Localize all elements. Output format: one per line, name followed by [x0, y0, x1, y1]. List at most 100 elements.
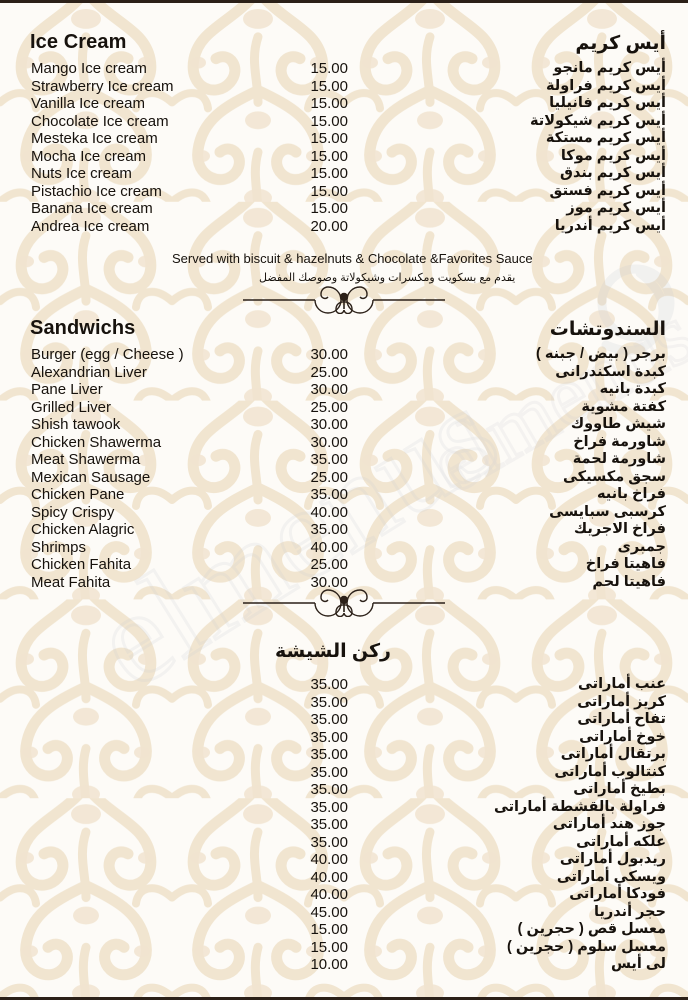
sandwich-item-name-ar-row: فراخ الاجريك — [573, 521, 666, 537]
ice-cream-note-ar: يقدم مع بسكويت ومكسرات وشيكولاتة وصوصك ا… — [259, 272, 516, 284]
shisha-item-name-ar-row: عنب أماراتى — [577, 676, 666, 692]
shisha-item-price-row: 35.00 — [310, 763, 348, 781]
sandwich-item-price-row: 30.00 — [310, 381, 348, 398]
sandwich-item-name-ar-row: كرسبى سبايسى — [549, 503, 666, 520]
section-title-sandwichs-en: Sandwichs — [30, 317, 136, 339]
sandwich-item-name-row: Pane Liver — [31, 381, 103, 398]
ice-cream-item-price-row: 15.00 — [310, 130, 348, 147]
ice-cream-item-name-row: Mocha Ice cream — [31, 147, 147, 165]
ice-cream-item-name-row: Chocolate Ice cream — [31, 112, 169, 130]
ice-cream-item-price-row: 15.00 — [310, 95, 348, 112]
shisha-item-price-row: 15.00 — [310, 938, 348, 956]
sandwich-item-price-row: 30.00 — [310, 573, 348, 591]
sandwich-item-name-row: Shrimps — [31, 538, 87, 556]
shisha-item-name-ar-row: خوخ أماراتى — [579, 728, 666, 745]
ice-cream-item-price-row: 20.00 — [310, 217, 348, 235]
sandwich-item-name-ar-row: فراخ بانيه — [596, 486, 666, 502]
ice-cream-item-name-ar-row: أيس كريم مانجو — [553, 60, 666, 76]
shisha-item-name-ar-row: كنتالوب أماراتى — [554, 763, 666, 780]
ice-cream-note-en: Served with biscuit & hazelnuts & Chocol… — [172, 251, 533, 266]
sandwich-item-price-row: 25.00 — [310, 363, 348, 381]
shisha-item-name-ar-row: جوز هند أماراتى — [552, 816, 666, 832]
ice-cream-item-price-row: 15.00 — [310, 77, 348, 95]
ice-cream-item-name-ar-row: أيس كريم بندق — [560, 165, 666, 181]
shisha-item-price-row: 40.00 — [310, 851, 348, 868]
sandwich-item-name-ar-row: شاورمة فراخ — [573, 433, 666, 450]
sandwich-item-name-ar-row: كبدة بانيه — [599, 381, 666, 397]
ice-cream-item-name-ar-row: أيس كريم موكا — [560, 147, 666, 164]
sandwich-item-name-row: Chicken Alagric — [31, 521, 135, 538]
ice-cream-item-price-row: 15.00 — [310, 147, 348, 165]
ice-cream-item-name-row: Nuts Ice cream — [31, 165, 132, 182]
shisha-item-price-row: 35.00 — [310, 711, 348, 728]
shisha-item-name-ar-row: فراولة بالقشطة أماراتى — [493, 798, 666, 815]
ice-cream-item-name-row: Mango Ice cream — [31, 60, 147, 77]
ice-cream-item-name-row: Pistachio Ice cream — [31, 182, 162, 200]
shisha-item-name-ar-row: فودكا أماراتى — [569, 886, 666, 902]
shisha-prices-column: 35.00 35.00 35.00 35.00 35.00 35.00 35.00 35.00… — [200, 676, 348, 974]
sandwich-item-name-row: Spicy Crispy — [31, 503, 115, 521]
ice-cream-item-name-ar-row: أيس كريم أندريا — [554, 217, 666, 234]
sandwich-item-price-row: 25.00 — [310, 398, 348, 416]
section-title-sandwichs-ar: السندوتشات — [549, 319, 666, 340]
shisha-item-name-ar-row: بطيخ أماراتى — [573, 781, 666, 797]
ice-cream-item-price-row: 15.00 — [310, 182, 348, 200]
shisha-item-price-row: 45.00 — [310, 903, 348, 921]
sandwich-item-name-ar-row: سجق مكسيكى — [563, 468, 666, 485]
shisha-item-price-row: 35.00 — [310, 676, 348, 693]
shisha-item-name-ar-row: معسل قص ( حجرين ) — [517, 921, 666, 937]
ice-cream-prices-column: 15.00 15.00 15.00 15.00 15.00 15.00 15.00 15.00… — [200, 60, 348, 235]
shisha-item-price-row: 40.00 — [310, 868, 348, 886]
shisha-item-name-ar-row: تفاح أماراتى — [577, 711, 666, 727]
ice-cream-item-price-row: 15.00 — [310, 165, 348, 182]
ice-cream-item-name-ar-row: أيس كريم فانيليا — [549, 95, 666, 111]
section-title-shisha-ar: ركن الشيشة — [275, 641, 391, 662]
shisha-item-price-row: 35.00 — [310, 746, 348, 763]
shisha-item-price-row: 35.00 — [310, 798, 348, 816]
sandwich-item-name-ar-row: شاورمة لحمة — [572, 451, 666, 467]
shisha-item-name-ar-row: لى أيس — [610, 956, 666, 972]
sandwich-item-name-ar-row: كبدة اسكندرانى — [555, 363, 666, 380]
sandwichs-names-column: Burger (egg / Cheese ) Alexandrian Liver P… — [31, 346, 311, 591]
sandwich-item-price-row: 35.00 — [310, 521, 348, 538]
ice-cream-item-name-row: Mesteka Ice cream — [31, 130, 158, 147]
shisha-item-name-ar-row: معسل سلوم ( حجرين ) — [507, 938, 666, 955]
shisha-item-name-ar-row: برتقال أماراتى — [560, 746, 666, 762]
ice-cream-item-name-ar-row: أيس كريم فراولة — [546, 77, 666, 94]
sandwich-item-price-row: 40.00 — [310, 503, 348, 521]
sandwich-item-name-ar-row: كفتة مشوية — [581, 398, 666, 415]
sandwich-item-name-row: Alexandrian Liver — [31, 363, 147, 381]
shisha-item-name-ar-row: ويسكى أماراتى — [556, 868, 666, 885]
sandwich-item-name-row: Chicken Fahita — [31, 556, 132, 573]
shisha-item-price-row: 40.00 — [310, 886, 348, 903]
sandwich-item-name-row: Grilled Liver — [31, 398, 112, 416]
sandwich-item-price-row: 30.00 — [310, 346, 348, 363]
sandwich-item-name-row: Chicken Shawerma — [31, 433, 162, 451]
ice-cream-item-name-ar-row: أيس كريم شيكولاتة — [530, 112, 666, 129]
sandwich-item-name-row: Burger (egg / Cheese ) — [31, 346, 184, 363]
shisha-item-price-row: 35.00 — [310, 781, 348, 798]
section-title-ice-cream-ar: أيس كريم — [575, 33, 666, 54]
shisha-item-name-ar-row: حجر أندريا — [594, 903, 666, 920]
ice-cream-item-name-ar-row: أيس كريم فستق — [549, 182, 666, 199]
shisha-item-name-ar-row: كريز أماراتى — [577, 693, 666, 710]
ice-cream-item-name-row: Andrea Ice cream — [31, 217, 150, 235]
ice-cream-item-price-row: 15.00 — [310, 200, 348, 217]
sandwich-item-price-row: 25.00 — [310, 556, 348, 573]
sandwich-item-name-row: Mexican Sausage — [31, 468, 151, 486]
shisha-item-price-row: 35.00 — [310, 728, 348, 746]
ice-cream-names-arabic-column: أيس كريم مانجو أيس كريم فراولة أيس كريم فا… — [386, 60, 666, 235]
sandwich-item-price-row: 35.00 — [310, 486, 348, 503]
sandwich-item-price-row: 35.00 — [310, 451, 348, 468]
sandwich-item-name-row: Meat Fahita — [31, 573, 111, 591]
ice-cream-item-name-row: Vanilla Ice cream — [31, 95, 145, 112]
ice-cream-item-price-row: 15.00 — [310, 60, 348, 77]
ornament-divider — [243, 286, 445, 314]
sandwich-item-price-row: 40.00 — [310, 538, 348, 556]
shisha-item-name-ar-row: ريدبول أماراتى — [559, 851, 666, 867]
ice-cream-names-column: Mango Ice cream Strawberry Ice cream Vanil… — [31, 60, 301, 235]
ice-cream-item-price-row: 15.00 — [310, 112, 348, 130]
sandwich-item-name-ar-row: برجر ( بيض / جبنه ) — [536, 346, 666, 362]
sandwich-item-name-ar-row: شيش طاووك — [570, 416, 666, 432]
